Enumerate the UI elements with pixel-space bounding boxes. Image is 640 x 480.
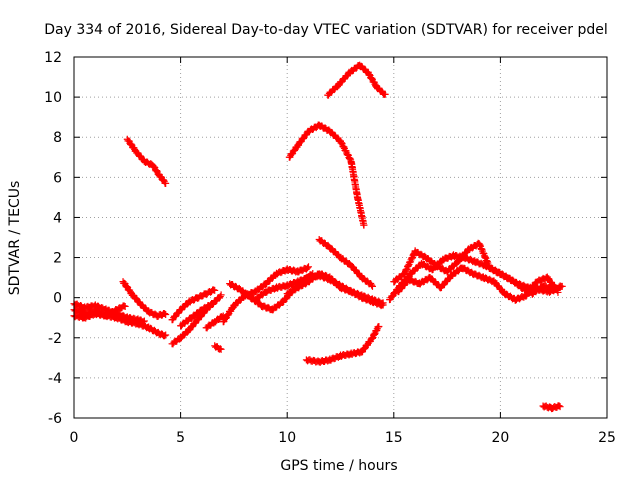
data-point [291, 147, 299, 155]
data-point [224, 311, 232, 319]
y-tick-label: 6 [53, 170, 62, 186]
series-s8 [177, 291, 225, 330]
data-point [211, 286, 219, 294]
data-point [139, 318, 147, 326]
data-point [522, 292, 530, 300]
data-point [300, 134, 308, 142]
data-points [70, 61, 566, 413]
series-s21 [394, 264, 562, 304]
data-point [375, 322, 383, 330]
data-point [558, 282, 566, 290]
data-point [162, 331, 170, 339]
data-point [217, 345, 225, 353]
data-point [361, 345, 369, 353]
data-point [217, 291, 225, 299]
data-point [368, 282, 376, 290]
y-tick-label: 0 [53, 291, 62, 307]
y-tick-label: -6 [48, 411, 62, 427]
series-s7 [168, 286, 219, 324]
data-point [136, 152, 144, 160]
data-point [368, 281, 376, 289]
x-tick-label: 15 [385, 430, 403, 446]
y-tick-label: -2 [48, 331, 62, 347]
data-point [303, 264, 311, 272]
series-s4 [119, 278, 170, 320]
data-point [379, 299, 387, 307]
series-s3 [70, 302, 129, 322]
data-point [215, 294, 223, 302]
y-tick-label: 2 [53, 251, 62, 267]
series-s14 [283, 270, 387, 308]
x-axis-label: GPS time / hours [280, 458, 397, 474]
data-point [162, 310, 170, 318]
data-point [554, 288, 562, 296]
data-point [365, 71, 373, 79]
data-point [161, 310, 169, 318]
series-s10 [211, 342, 225, 353]
y-tick-label: 4 [53, 210, 62, 226]
data-point [153, 167, 161, 175]
data-point [305, 263, 313, 271]
y-tick-label: 10 [44, 90, 62, 106]
data-point [381, 90, 389, 98]
data-point [161, 332, 169, 340]
series-s9 [202, 312, 227, 332]
data-point [132, 295, 140, 303]
chart-title: Day 334 of 2016, Sidereal Day-to-day VTE… [44, 22, 608, 38]
data-point [216, 345, 224, 353]
series-s6 [168, 300, 217, 348]
data-point [188, 323, 196, 331]
data-point [197, 313, 205, 321]
data-point [555, 402, 563, 410]
x-tick-label: 0 [70, 430, 79, 446]
data-point [162, 179, 170, 187]
y-tick-label: 8 [53, 130, 62, 146]
y-tick-label: -4 [48, 371, 62, 387]
x-tick-label: 10 [278, 430, 296, 446]
series-s18 [302, 322, 383, 366]
data-point [553, 285, 561, 293]
plot-frame [73, 56, 608, 419]
series-s16 [285, 121, 368, 229]
y-axis-label: SDTVAR / TECUs [7, 181, 23, 296]
y-tick-label: 12 [44, 50, 62, 66]
axis-ticks: 0 5 10 15 20 25 -6 -4 -2 0 2 4 6 8 10 12 [44, 50, 616, 446]
data-point [556, 403, 564, 411]
data-point [334, 83, 342, 91]
data-point [360, 221, 368, 229]
data-point [121, 302, 129, 310]
data-point [545, 275, 553, 283]
series-s22 [539, 402, 564, 413]
x-tick-label: 5 [176, 430, 185, 446]
data-point [140, 317, 148, 325]
x-tick-label: 25 [598, 430, 616, 446]
series-s15 [315, 236, 376, 290]
x-tick-label: 20 [491, 430, 509, 446]
series-s17 [324, 61, 389, 99]
data-point [368, 74, 376, 82]
series-s5 [123, 135, 170, 187]
